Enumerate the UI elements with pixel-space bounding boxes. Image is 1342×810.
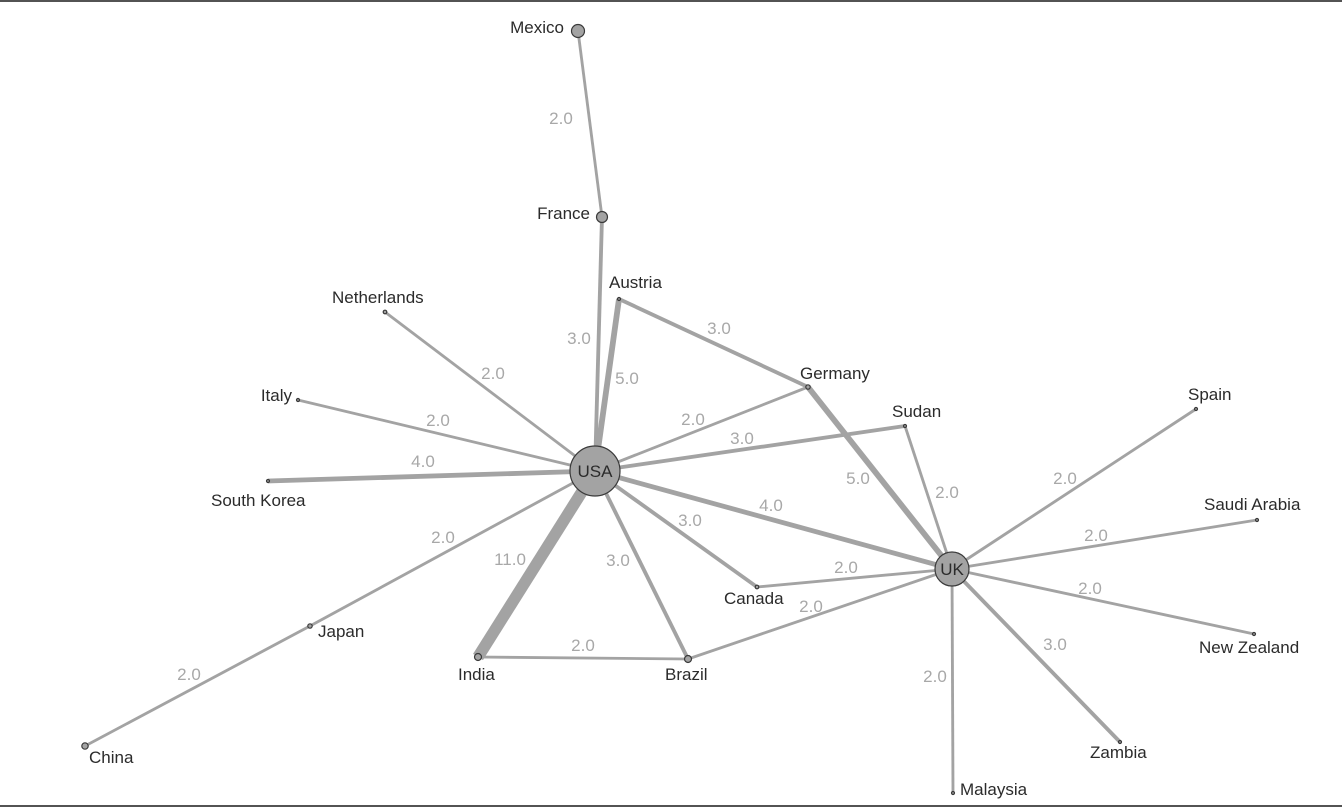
node-label-netherlands: Netherlands bbox=[332, 288, 424, 307]
edge-weight-labels-layer: 2.0 3.0 5.0 3.0 2.0 2.0 4.0 2.0 3.0 5.0 2.0 4.0 3.0 3… bbox=[177, 109, 1108, 686]
edge-weight-label-france-usa: 3.0 bbox=[567, 329, 591, 348]
node-label-canada: Canada bbox=[724, 589, 784, 608]
edge-weight-label-spain-uk: 2.0 bbox=[1053, 469, 1077, 488]
node-brazil bbox=[683, 654, 693, 664]
node-label-japan: Japan bbox=[318, 622, 364, 641]
node-india bbox=[473, 652, 483, 662]
edge-weight-label-malaysia-uk: 2.0 bbox=[923, 667, 947, 686]
edge-germany-usa bbox=[594, 385, 809, 473]
edge-weight-label-germany-usa: 2.0 bbox=[681, 410, 705, 429]
edge-canada-uk bbox=[756, 567, 953, 589]
edge-india-brazil bbox=[477, 655, 689, 661]
edge-brazil-usa bbox=[593, 470, 690, 660]
edge-weight-label-italy-usa: 2.0 bbox=[426, 411, 450, 430]
node-sudan bbox=[902, 423, 908, 429]
edge-weight-label-germany-uk: 5.0 bbox=[846, 469, 870, 488]
node-label-china: China bbox=[89, 748, 134, 767]
node-china bbox=[81, 742, 89, 750]
edge-weight-label-new-zealand-uk: 2.0 bbox=[1078, 579, 1102, 598]
edge-weight-label-usa-uk: 4.0 bbox=[759, 496, 783, 515]
node-new-zealand bbox=[1251, 631, 1257, 637]
node-label-malaysia: Malaysia bbox=[960, 780, 1028, 799]
node-label-mexico: Mexico bbox=[510, 18, 564, 37]
node-italy bbox=[295, 397, 301, 403]
edge-weight-label-brazil-uk: 2.0 bbox=[799, 597, 823, 616]
node-uk bbox=[934, 551, 970, 587]
edge-weight-label-south-korea-usa: 4.0 bbox=[411, 452, 435, 471]
edge-weight-label-austria-germany: 3.0 bbox=[707, 319, 731, 338]
edge-spain-uk bbox=[951, 407, 1197, 571]
node-label-germany: Germany bbox=[800, 364, 870, 383]
edge-saudi-arabia-uk bbox=[951, 518, 1258, 571]
node-label-brazil: Brazil bbox=[665, 665, 708, 684]
edge-germany-uk bbox=[805, 385, 955, 571]
node-label-zambia: Zambia bbox=[1090, 743, 1147, 762]
node-spain bbox=[1193, 406, 1199, 412]
edge-south-korea-usa bbox=[267, 468, 596, 484]
node-label-spain: Spain bbox=[1188, 385, 1231, 404]
edge-netherlands-usa bbox=[384, 310, 596, 473]
node-netherlands bbox=[382, 309, 388, 315]
edge-canada-usa bbox=[593, 469, 759, 589]
edge-weight-label-canada-uk: 2.0 bbox=[834, 558, 858, 577]
edge-weight-label-sudan-uk: 2.0 bbox=[935, 483, 959, 502]
edge-austria-germany bbox=[618, 297, 809, 389]
node-label-sudan: Sudan bbox=[892, 402, 941, 421]
edge-weight-label-brazil-usa: 3.0 bbox=[606, 551, 630, 570]
node-label-france: France bbox=[537, 204, 590, 223]
edge-italy-usa bbox=[297, 398, 596, 473]
edge-india-usa bbox=[473, 467, 600, 661]
edge-weight-label-zambia-uk: 3.0 bbox=[1043, 635, 1067, 654]
edge-malaysia-uk bbox=[950, 568, 955, 794]
edges-layer bbox=[84, 30, 1258, 794]
node-label-saudi-arabia: Saudi Arabia bbox=[1204, 495, 1301, 514]
edge-zambia-uk bbox=[950, 567, 1122, 744]
edge-usa-uk bbox=[594, 468, 953, 572]
node-label-india: India bbox=[458, 665, 495, 684]
node-label-usa: USA bbox=[578, 462, 614, 481]
node-zambia bbox=[1117, 739, 1123, 745]
edge-austria-usa bbox=[592, 298, 622, 472]
node-label-italy: Italy bbox=[261, 386, 293, 405]
node-germany bbox=[805, 384, 811, 390]
node-label-new-zealand: New Zealand bbox=[1199, 638, 1299, 657]
node-canada bbox=[754, 584, 760, 590]
edge-sudan-uk bbox=[903, 425, 954, 570]
node-label-south-korea: South Korea bbox=[211, 491, 306, 510]
edge-weight-label-austria-usa: 5.0 bbox=[615, 369, 639, 388]
edge-weight-label-japan-usa: 2.0 bbox=[431, 528, 455, 547]
edge-sudan-usa bbox=[594, 424, 906, 473]
edge-mexico-france bbox=[576, 30, 604, 218]
node-saudi-arabia bbox=[1254, 517, 1260, 523]
node-austria bbox=[616, 296, 622, 302]
edge-new-zealand-uk bbox=[951, 567, 1255, 636]
node-usa bbox=[569, 445, 621, 497]
node-malaysia bbox=[950, 790, 956, 796]
node-label-austria: Austria bbox=[609, 273, 662, 292]
edge-brazil-uk bbox=[687, 567, 953, 661]
edge-weight-label-india-usa: 11.0 bbox=[494, 550, 526, 569]
node-labels-layer: USA UK Mexico France Austria Netherlands Germa… bbox=[89, 18, 1301, 799]
edge-weight-label-china-japan: 2.0 bbox=[177, 665, 201, 684]
edge-weight-label-india-brazil: 2.0 bbox=[571, 636, 595, 655]
node-mexico bbox=[570, 23, 586, 39]
edge-weight-label-sudan-usa: 3.0 bbox=[730, 429, 754, 448]
edge-weight-label-netherlands-usa: 2.0 bbox=[481, 364, 505, 383]
node-label-uk: UK bbox=[940, 560, 964, 579]
node-japan bbox=[307, 623, 313, 629]
nodes-layer bbox=[81, 23, 1260, 796]
edge-weight-label-canada-usa: 3.0 bbox=[678, 511, 702, 530]
edge-weight-label-saudi-arabia-uk: 2.0 bbox=[1084, 526, 1108, 545]
edge-france-usa bbox=[593, 216, 604, 472]
edge-china-japan bbox=[84, 624, 311, 748]
node-south-korea bbox=[265, 478, 271, 484]
node-france bbox=[595, 210, 609, 224]
edge-japan-usa bbox=[309, 469, 596, 628]
edge-weight-label-mexico-france: 2.0 bbox=[549, 109, 573, 128]
